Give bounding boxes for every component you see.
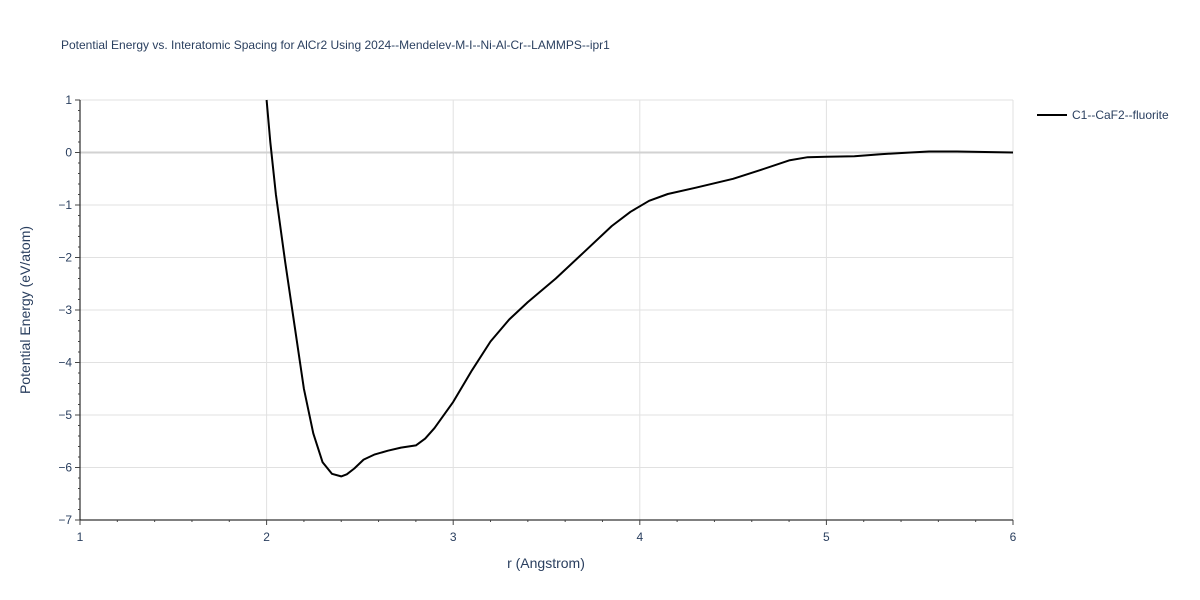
series-layer: [265, 99, 1014, 478]
tick-labels: 1 2 3 4 5 6 1 0 −1 −2 −3 −4 −5 −6 −7: [58, 93, 1016, 544]
y-axis-title: Potential Energy (eV/atom): [17, 226, 33, 394]
x-tick-label: 5: [823, 530, 830, 544]
y-tick-label: −7: [58, 513, 72, 527]
legend-label: C1--CaF2--fluorite: [1072, 108, 1169, 122]
y-tick-label: −6: [58, 461, 72, 475]
x-tick-label: 6: [1010, 530, 1017, 544]
chart-title: Potential Energy vs. Interatomic Spacing…: [61, 38, 610, 52]
x-tick-label: 3: [450, 530, 457, 544]
y-tick-label: 0: [65, 146, 72, 160]
grid-lines: [80, 99, 1014, 520]
x-tick-label: 4: [636, 530, 643, 544]
y-tick-label: −3: [58, 303, 72, 317]
legend[interactable]: C1--CaF2--fluorite: [1037, 108, 1169, 122]
x-tick-label: 2: [263, 530, 270, 544]
axes: [75, 99, 1014, 525]
x-axis-title: r (Angstrom): [507, 555, 585, 571]
y-tick-label: −4: [58, 356, 72, 370]
y-tick-label: −1: [58, 198, 72, 212]
x-tick-label: 1: [77, 530, 84, 544]
y-tick-label: 1: [65, 93, 72, 107]
y-tick-label: −2: [58, 251, 72, 265]
y-tick-label: −5: [58, 408, 72, 422]
series-line: [265, 99, 1014, 478]
